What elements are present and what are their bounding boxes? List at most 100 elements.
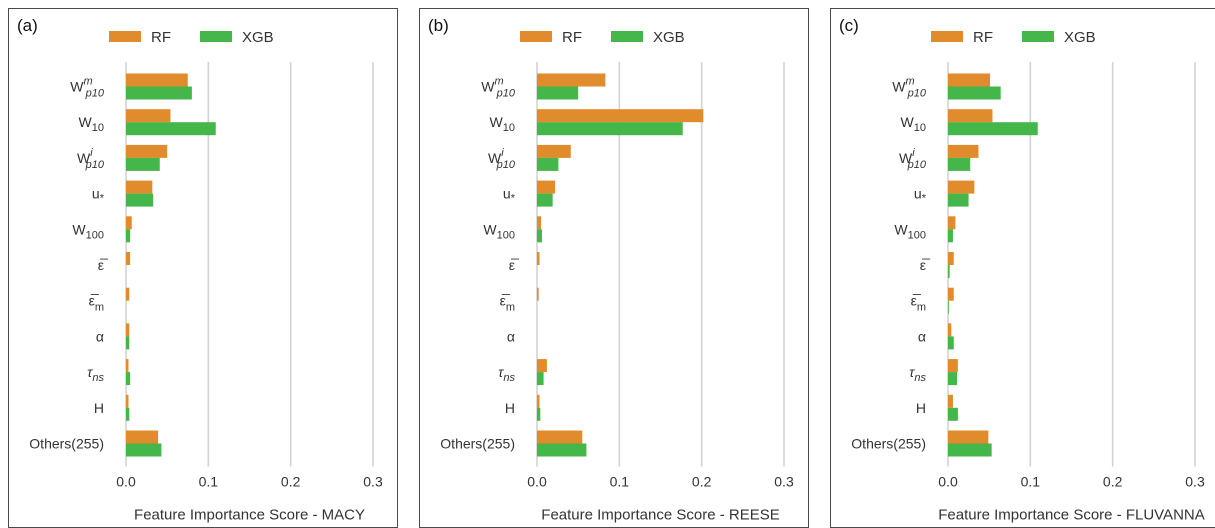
category-label: Wi p10: [488, 147, 516, 171]
legend-swatch-xgb: [611, 31, 643, 42]
bar-rf: [948, 180, 975, 194]
legend-swatch-rf: [931, 31, 963, 42]
bar-xgb: [537, 372, 544, 386]
category-label: H: [916, 400, 926, 416]
legend-label-xgb: XGB: [1064, 29, 1096, 46]
category-label: Wm p10: [481, 76, 516, 100]
x-tick-label: 0.2: [1103, 474, 1123, 490]
bar-xgb: [948, 443, 992, 457]
chart-panel: 0.0 0.1 0.2 0.3 (b) RF XGB Wm p10 W10 Wi p10 u* W100 ε…: [419, 8, 809, 528]
category-label: Others(255): [440, 436, 515, 452]
category-label: ε̅m: [89, 293, 104, 314]
category-label: Others(255): [29, 436, 104, 452]
bar-rf: [537, 73, 606, 87]
category-label: H: [505, 400, 515, 416]
bar-xgb: [126, 229, 131, 243]
bar-xgb: [948, 300, 949, 314]
category-label: ε̅: [98, 257, 109, 273]
bar-rf: [537, 394, 540, 408]
x-tick-label: 0.0: [527, 474, 547, 490]
bar-rf: [126, 73, 188, 87]
category-label: ε̅m: [911, 293, 926, 314]
bar-xgb: [126, 122, 216, 136]
x-axis-label: Feature Importance Score - FLUVANNA: [938, 507, 1204, 524]
bar-rf: [537, 430, 583, 444]
bar-rf: [126, 430, 159, 444]
category-label: W100: [894, 221, 926, 241]
panel-letter: (b): [428, 16, 449, 35]
bar-xgb: [948, 372, 958, 386]
x-tick-label: 0.0: [116, 474, 136, 490]
x-tick-label: 0.3: [363, 474, 383, 490]
legend-swatch-rf: [520, 31, 552, 42]
category-label: Wm p10: [70, 76, 105, 100]
category-label: H: [94, 400, 104, 416]
bar-rf: [948, 323, 952, 337]
category-label: τns: [498, 364, 515, 384]
bar-xgb: [537, 122, 683, 136]
category-label: W10: [79, 114, 104, 134]
bar-rf: [537, 287, 539, 301]
category-label: ε̅m: [500, 293, 515, 314]
bar-xgb: [948, 86, 1001, 100]
bar-rf: [948, 252, 954, 265]
x-tick-label: 0.3: [774, 474, 794, 490]
bar-xgb: [537, 86, 579, 100]
bar-xgb: [126, 443, 162, 457]
legend-swatch-rf: [109, 31, 141, 42]
bar-xgb: [126, 86, 192, 100]
bar-rf: [126, 216, 132, 230]
bar-xgb: [126, 193, 154, 207]
bar-rf: [948, 73, 990, 87]
bar-rf: [537, 180, 556, 194]
bar-xgb: [126, 336, 130, 350]
bar-rf: [948, 430, 989, 444]
bar-xgb: [537, 157, 559, 171]
bar-xgb: [537, 193, 553, 207]
bar-rf: [948, 216, 956, 230]
category-label: ε̅: [509, 257, 520, 273]
chart-svg: 0.0 0.1 0.2 0.3 (c) RF XGB Wm p10 W10 Wi p10 u* W100 ε…: [839, 16, 1205, 524]
bar-xgb: [537, 443, 587, 457]
bar-rf: [126, 180, 153, 194]
bar-rf: [537, 359, 547, 373]
panel-letter: (c): [839, 16, 859, 35]
bar-rf: [126, 109, 171, 123]
category-label: W100: [483, 221, 515, 241]
category-label: W100: [72, 221, 104, 241]
bar-xgb: [126, 372, 131, 386]
bar-rf: [948, 359, 958, 373]
bar-rf: [126, 144, 168, 158]
chart-svg: 0.0 0.1 0.2 0.3 (a) RF XGB Wm p10 W10 Wi p10 u* W100 ε…: [17, 16, 383, 524]
legend-label-rf: RF: [151, 29, 171, 46]
bar-rf: [126, 287, 130, 301]
legend-label-rf: RF: [973, 29, 993, 46]
bar-xgb: [948, 229, 953, 243]
bar-xgb: [948, 265, 950, 278]
bar-xgb: [537, 407, 541, 421]
bar-rf: [126, 394, 129, 408]
bar-xgb: [948, 157, 971, 171]
category-label: u*: [92, 186, 105, 205]
bar-rf: [948, 109, 993, 123]
bar-rf: [126, 252, 131, 265]
bar-rf: [126, 359, 129, 373]
category-label: W10: [901, 114, 926, 134]
bar-rf: [537, 109, 704, 123]
x-tick-label: 0.1: [1021, 474, 1041, 490]
legend-swatch-xgb: [1022, 31, 1054, 42]
x-axis-label: Feature Importance Score - MACY: [134, 507, 365, 524]
legend-label-rf: RF: [562, 29, 582, 46]
x-tick-label: 0.1: [199, 474, 219, 490]
bar-xgb: [948, 336, 954, 350]
bar-rf: [948, 394, 953, 408]
category-label: W10: [490, 114, 515, 134]
x-axis-label: Feature Importance Score - REESE: [541, 507, 779, 524]
category-label: τns: [909, 364, 926, 384]
x-tick-label: 0.3: [1185, 474, 1205, 490]
bar-rf: [537, 216, 542, 230]
category-label: Others(255): [851, 436, 926, 452]
bar-xgb: [126, 407, 130, 421]
category-label: Wi p10: [77, 147, 105, 171]
